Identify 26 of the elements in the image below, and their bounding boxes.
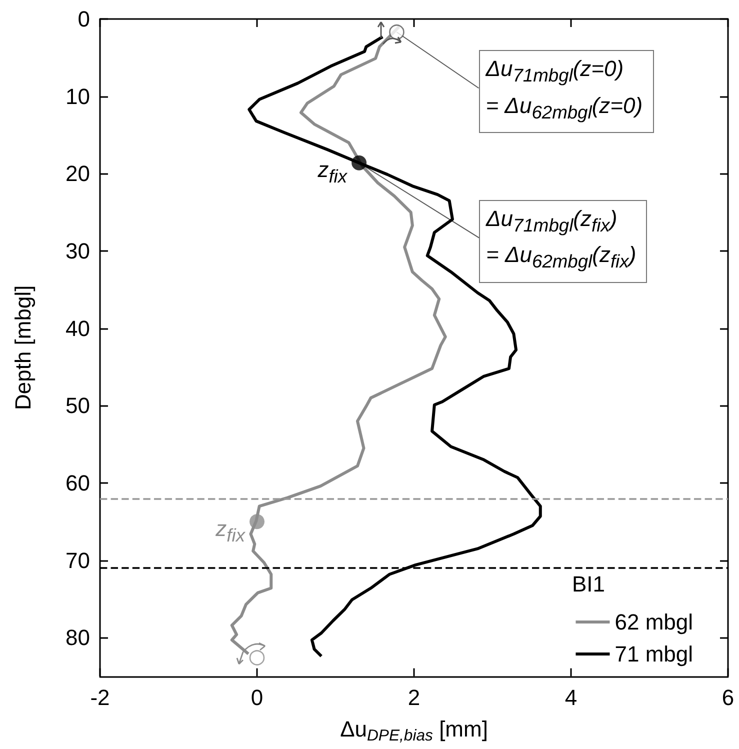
y-tick-label: 30 [66, 238, 90, 264]
point [249, 650, 265, 666]
point [352, 155, 367, 170]
legend-label: 62 mbgl [614, 610, 694, 634]
y-tick-label: 40 [66, 316, 90, 341]
y-tick-label: 20 [66, 161, 90, 186]
point [250, 514, 264, 530]
text: Δu$_{71mbgl}$(z$_{fix}$) = Δu$_{62mbgl}$(z$_{fix}$) [486, 206, 636, 272]
text: Δu$_{71mbgl}$(z=0) = Δu$_{62mbgl}$(z=0) [486, 56, 643, 122]
y-tick-label: 50 [66, 393, 90, 418]
legend-title: BI1 [572, 572, 606, 596]
y-tick-label: 80 [66, 625, 90, 650]
x-tick-label: 2 [408, 684, 420, 710]
x-tick-label: 4 [564, 684, 578, 710]
y-tick-label: 0 [78, 6, 90, 32]
y-axis-title: Depth [mbgl] [10, 285, 36, 410]
x-tick-label: -2 [90, 684, 110, 710]
data-label: z$_{fix}$ [318, 156, 348, 188]
data-label: z$_{fix}$ [216, 516, 245, 548]
legend-label: 71 mbgl [614, 642, 694, 666]
x-tick-label: 0 [250, 684, 264, 710]
x-tick-label: 6 [722, 684, 734, 710]
point [389, 24, 404, 40]
y-tick-label: 10 [66, 84, 90, 109]
y-tick-label: 70 [66, 548, 90, 573]
y-tick-label: 60 [66, 470, 90, 496]
